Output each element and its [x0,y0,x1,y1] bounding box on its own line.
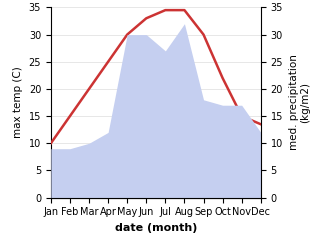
X-axis label: date (month): date (month) [114,223,197,233]
Y-axis label: max temp (C): max temp (C) [13,67,23,138]
Y-axis label: med. precipitation
(kg/m2): med. precipitation (kg/m2) [288,55,310,150]
